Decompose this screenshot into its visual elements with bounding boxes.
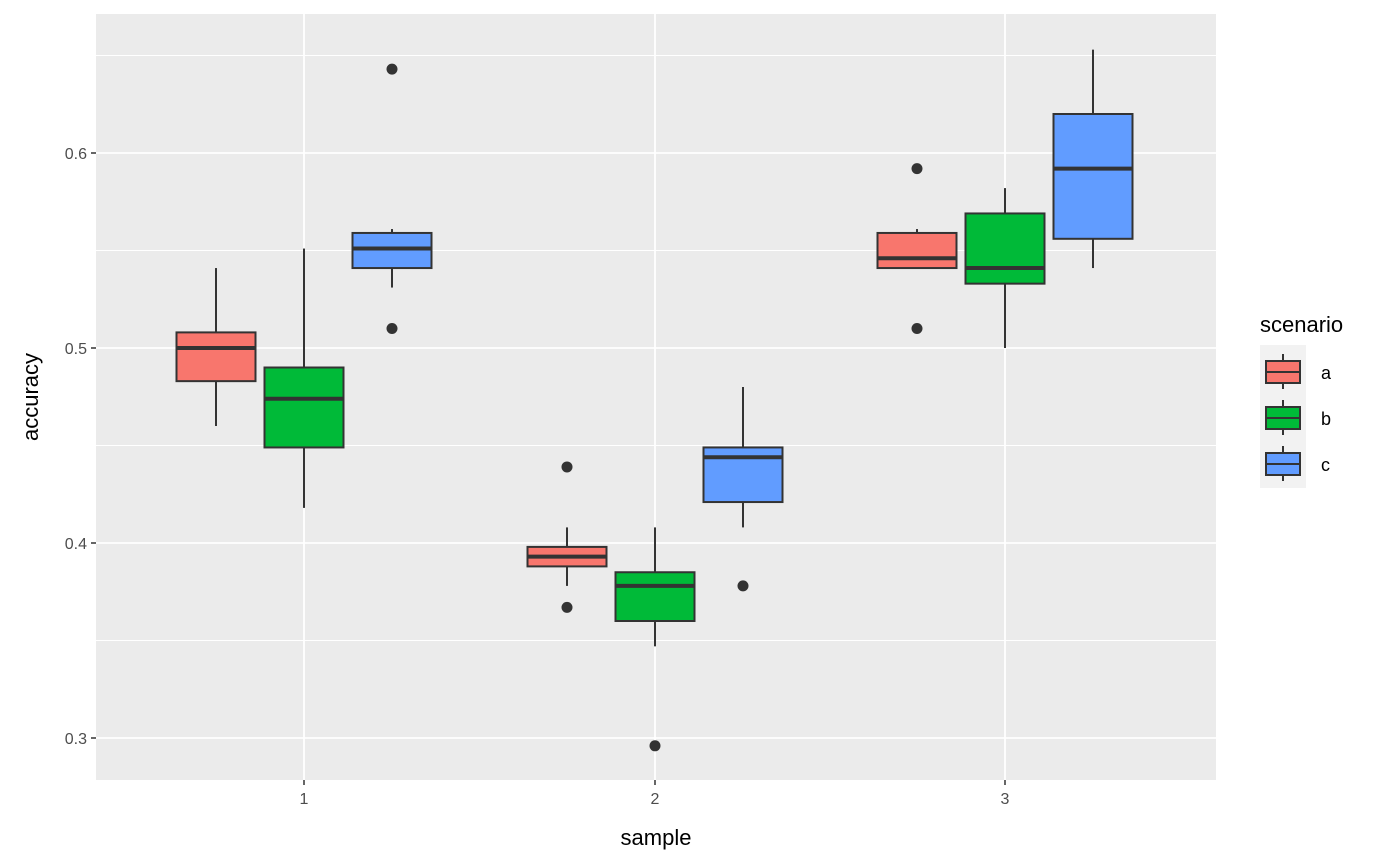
x-tick-label: 1	[300, 791, 309, 808]
x-tick-label: 2	[651, 791, 660, 808]
x-tick-label: 3	[1001, 791, 1010, 808]
legend-key-a: a	[1265, 354, 1332, 389]
outlier-point	[386, 63, 398, 75]
legend-key-c: c	[1265, 446, 1330, 481]
box-a-sample-2	[526, 461, 608, 613]
boxplots	[175, 49, 1134, 752]
y-tick-label: 0.3	[65, 731, 87, 748]
box-b-sample-1	[263, 248, 345, 508]
outlier-point	[737, 580, 749, 592]
y-tick-label: 0.5	[65, 341, 87, 358]
box-body	[614, 571, 696, 622]
outlier-point	[386, 323, 398, 334]
box-c-sample-1	[351, 63, 433, 334]
box-body	[1052, 113, 1134, 240]
y-tick-label: 0.4	[65, 536, 87, 553]
box-a-sample-3	[876, 163, 958, 334]
box-c-sample-3	[1052, 49, 1134, 269]
outlier-point	[561, 601, 573, 613]
box-body	[175, 331, 257, 383]
outlier-point	[911, 163, 923, 175]
outlier-point	[561, 461, 573, 473]
y-axis-title: accuracy	[18, 353, 43, 441]
y-tick-label: 0.6	[65, 146, 87, 163]
outlier-point	[911, 323, 923, 334]
outlier-point	[649, 740, 661, 752]
box-body	[964, 212, 1046, 285]
box-a-sample-1	[175, 268, 257, 426]
x-axis-title: sample	[621, 825, 692, 850]
legend-title: scenario	[1260, 312, 1343, 337]
box-c-sample-2	[702, 387, 784, 592]
legend-label-b: b	[1321, 409, 1331, 429]
box-body	[876, 231, 958, 270]
axes: 0.3 0.4 0.5 0.6 1 2 3	[65, 146, 1010, 808]
box-body	[263, 366, 345, 449]
legend-label-a: a	[1321, 363, 1332, 383]
legend-label-c: c	[1321, 455, 1330, 475]
legend: scenario a b c	[1260, 312, 1343, 488]
box-b-sample-3	[964, 188, 1046, 348]
box-b-sample-2	[614, 527, 696, 752]
legend-key-b: b	[1265, 400, 1331, 435]
